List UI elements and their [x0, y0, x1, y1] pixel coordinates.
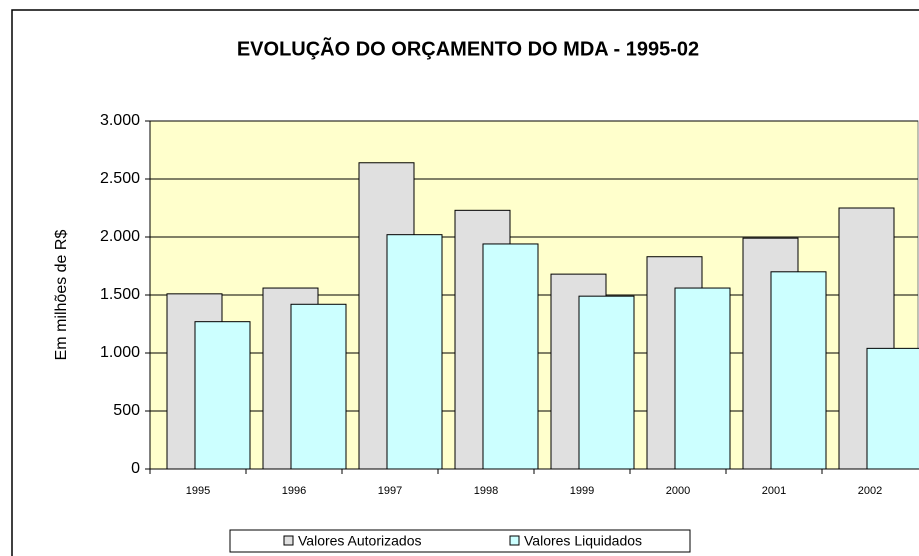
chart-title: EVOLUÇÃO DO ORÇAMENTO DO MDA - 1995-02: [237, 37, 699, 60]
x-tick-label: 1999: [570, 485, 594, 497]
bar: [194, 321, 251, 470]
y-tick-label: 500: [113, 402, 140, 419]
bar: [674, 287, 731, 470]
y-tick-label: 2.500: [100, 170, 140, 187]
y-tick-label: 1.500: [100, 286, 140, 303]
bar: [578, 295, 635, 470]
y-tick-label: 0: [131, 460, 140, 477]
x-tick-label: 2000: [666, 485, 690, 497]
legend-label: Valores Autorizados: [298, 533, 421, 549]
bar: [290, 303, 347, 470]
x-tick-label: 2001: [762, 485, 786, 497]
x-tick-label: 1997: [378, 485, 402, 497]
x-tick-label: 1996: [282, 485, 306, 497]
x-tick-label: 2002: [858, 485, 882, 497]
legend-box: [229, 529, 691, 553]
bar: [770, 271, 827, 470]
legend-label: Valores Liquidados: [524, 533, 642, 549]
bar: [482, 243, 539, 470]
y-tick-label: 1.000: [100, 344, 140, 361]
bar: [866, 347, 919, 470]
legend-swatch: [509, 535, 520, 546]
bar: [386, 234, 443, 470]
y-tick-label: 2.000: [100, 228, 140, 245]
x-tick-label: 1998: [474, 485, 498, 497]
x-tick-label: 1995: [186, 485, 210, 497]
legend-swatch: [283, 535, 294, 546]
y-axis-label: Em milhões de R$: [53, 230, 70, 361]
y-tick-label: 3.000: [100, 112, 140, 129]
